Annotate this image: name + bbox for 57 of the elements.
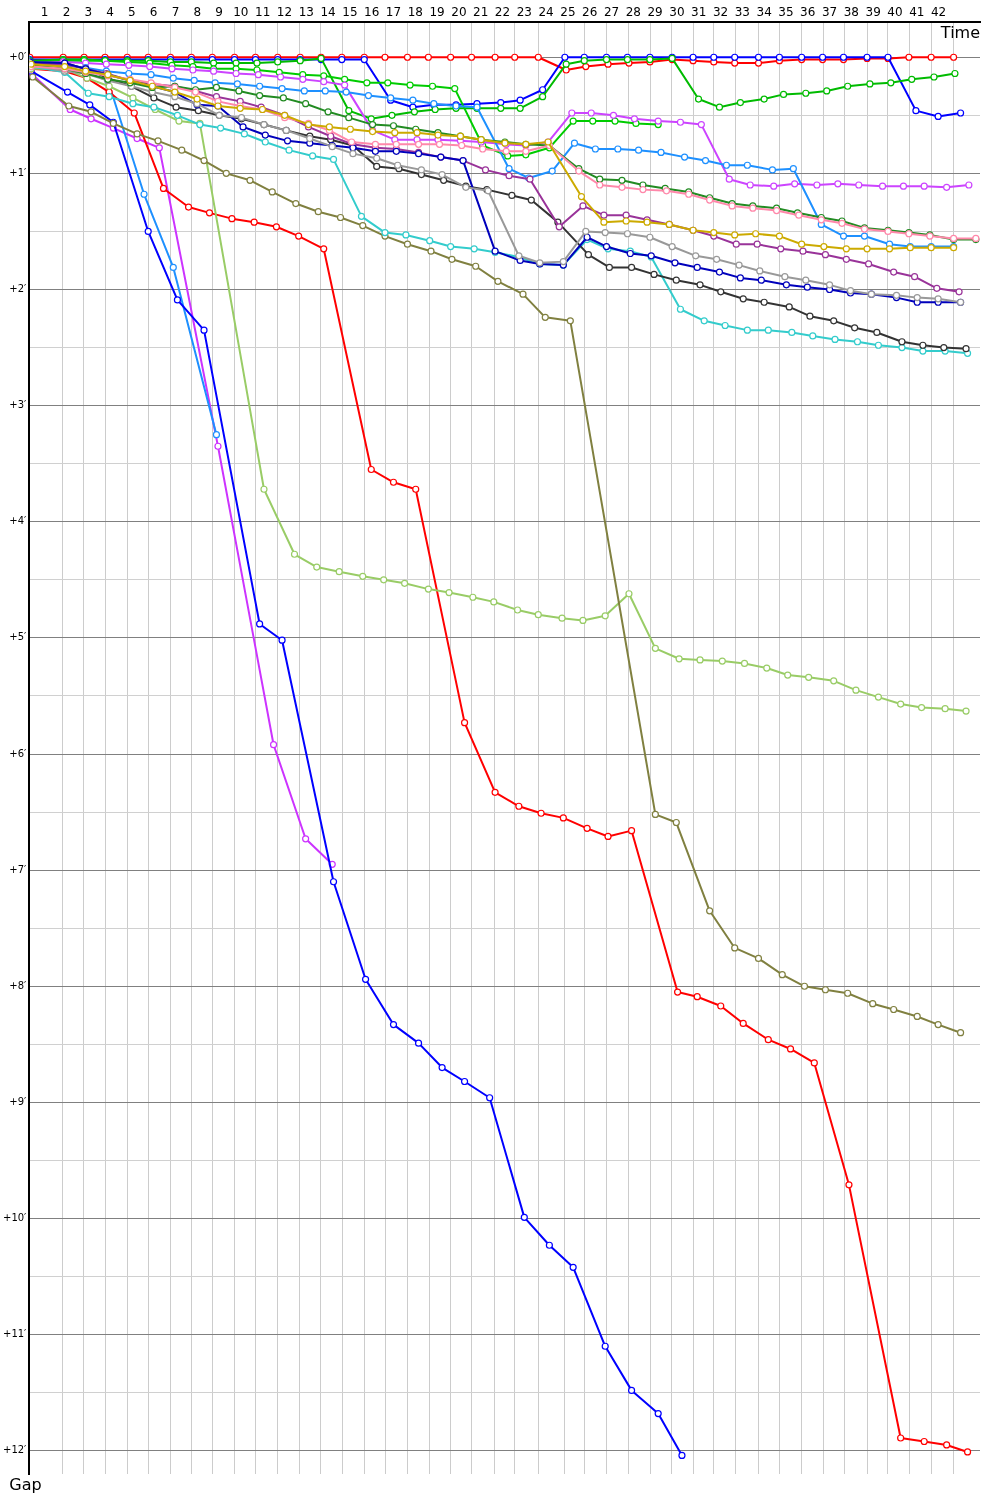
x-tick-label: 2 <box>62 5 71 20</box>
x-tick-label: 25 <box>560 5 576 20</box>
x-tick-label: 5 <box>128 5 136 20</box>
y-tick-label: +1′ <box>9 166 28 178</box>
y-tick-label: +7′ <box>9 863 28 875</box>
x-tick-label: 8 <box>193 5 202 20</box>
y-tick-label: +3′ <box>9 399 28 411</box>
y-tick-label: +9′ <box>9 1095 28 1107</box>
x-tick-label: 17 <box>385 5 402 20</box>
y-tick-label: +5′ <box>9 631 28 643</box>
x-tick-label: 18 <box>407 5 423 20</box>
x-tick-label: 1 <box>40 5 49 20</box>
x-tick-label: 35 <box>778 5 794 20</box>
x-tick-label: 38 <box>843 5 859 20</box>
x-axis-title: Time <box>939 22 980 42</box>
x-tick-label: 3 <box>84 5 93 20</box>
x-tick-label: 11 <box>255 5 271 20</box>
x-tick-label: 16 <box>364 5 380 20</box>
y-tick-label: +8′ <box>9 979 28 991</box>
x-tick-label: 32 <box>712 5 729 20</box>
x-tick-label: 4 <box>106 5 114 20</box>
x-tick-label: 6 <box>149 5 158 20</box>
y-tick-label: +6′ <box>9 747 28 759</box>
x-tick-label: 27 <box>603 5 620 20</box>
y-tick-label: +12′ <box>3 1444 28 1456</box>
x-tick-label: 9 <box>215 5 223 20</box>
x-tick-label: 31 <box>691 5 707 20</box>
x-tick-label: 22 <box>494 5 511 20</box>
x-tick-label: 14 <box>320 5 336 20</box>
x-tick-label: 40 <box>887 5 903 20</box>
x-tick-label: 10 <box>233 5 249 20</box>
y-tick-label: +2′ <box>9 283 28 295</box>
x-tick-label: 42 <box>930 5 947 20</box>
x-tick-label: 15 <box>342 5 358 20</box>
x-tick-label: 26 <box>582 5 598 20</box>
x-tick-label: 30 <box>669 5 685 20</box>
x-tick-label: 7 <box>171 5 180 20</box>
x-tick-label: 19 <box>429 5 445 20</box>
x-tick-label: 36 <box>800 5 816 20</box>
x-tick-label: 28 <box>625 5 641 20</box>
y-tick-label: +4′ <box>9 515 28 527</box>
x-tick-label: 21 <box>473 5 489 20</box>
x-tick-label: 34 <box>756 5 772 20</box>
x-tick-label: 13 <box>298 5 314 20</box>
y-tick-label: +0′ <box>9 50 28 62</box>
x-tick-label: 24 <box>538 5 554 20</box>
x-tick-label: 41 <box>909 5 925 20</box>
x-tick-label: 23 <box>516 5 532 20</box>
y-tick-label: +10′ <box>3 1212 28 1224</box>
x-tick-label: 33 <box>734 5 750 20</box>
x-tick-label: 12 <box>276 5 293 20</box>
x-tick-label: 37 <box>821 5 838 20</box>
y-tick-label: +11′ <box>3 1328 28 1340</box>
x-tick-label: 29 <box>647 5 663 20</box>
x-tick-label: 20 <box>451 5 467 20</box>
x-tick-label: 39 <box>865 5 881 20</box>
y-axis-title: Gap <box>9 1475 42 1495</box>
